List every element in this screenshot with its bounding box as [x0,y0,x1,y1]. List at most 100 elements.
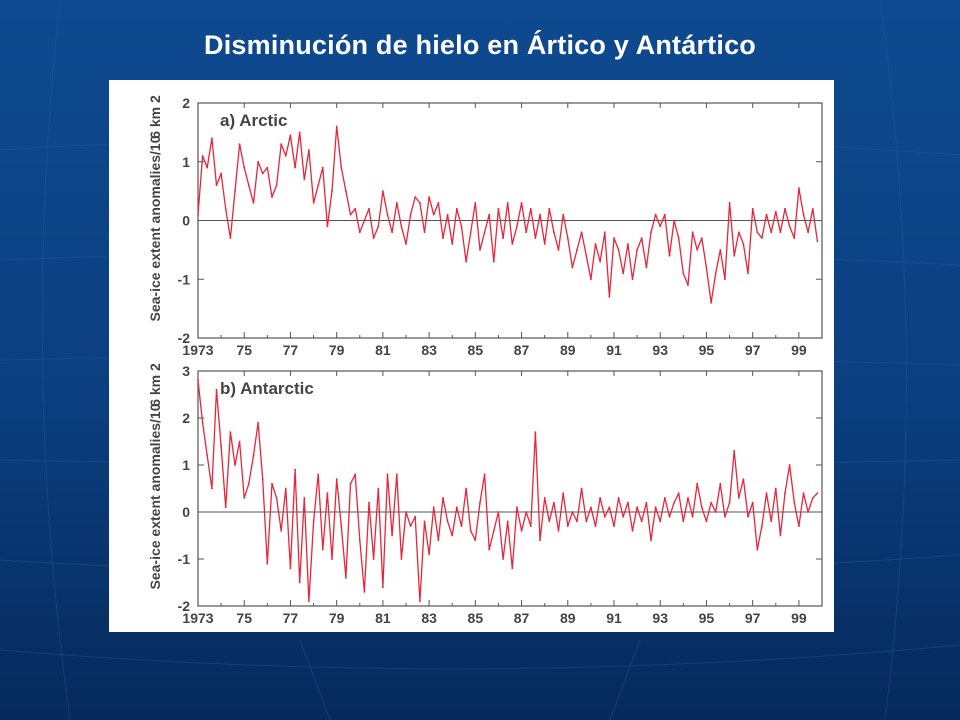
chart-1-data-point [529,207,532,210]
chart-1-data-point [682,272,685,275]
chart-1-data-point [516,225,518,228]
chart-1-data-point [571,266,574,269]
chart-1-data-point [765,213,768,216]
chart-2-data-point [331,558,333,560]
chart-1-data-point [770,231,773,234]
chart-1-data-point [737,231,740,234]
chart-2-data-point [247,482,250,485]
chart-2-data-point [650,539,652,542]
chart-2-y-tick-label: -1 [178,551,191,567]
chart-2-data-point [349,482,352,485]
chart-2-data-point [252,454,255,457]
chart-1-data-point [289,134,292,137]
chart-1-data-point [368,207,370,210]
chart-2-data-point [358,539,361,542]
chart-2-data-point [548,520,551,523]
chart-1-x-tick-label: 97 [745,342,761,358]
chart-2-data-point [271,482,273,485]
chart-1-data-point [793,237,796,240]
chart-2-data-point [807,511,809,513]
chart-2-data-point [479,501,481,504]
chart-1-data-point [465,260,467,263]
chart-1-x-tick-label: 91 [606,342,622,358]
chart-2-data-point [663,497,666,499]
chart-1-data-point [271,196,273,198]
chart-2-data-point [811,497,814,499]
chart-2-x-tick-label: 79 [329,610,345,626]
chart-2-data-point [423,520,426,523]
chart-1-data-point [553,231,555,234]
chart-2-data-point [428,553,430,556]
chart-1-data-point [437,202,440,204]
chart-1-data-point [673,219,675,222]
chart-2-data-point [673,501,675,504]
chart-1-data-point [206,166,209,169]
chart-1-data-point [580,231,583,234]
chart-2-data-point [756,548,759,551]
chart-2-data-point [432,506,435,509]
chart-2-data-point [816,492,819,495]
chart-1-data-point [197,213,199,216]
chart-1-data-point [622,272,625,275]
chart-1-data-point [627,243,629,245]
chart-1-data-point [220,172,222,175]
chart-1-y-axis-unit: 6 km 2 [147,95,163,139]
chart-2-y-axis-label: Sea-ice extent anomalies/10 [147,403,163,589]
chart-2-data-point [372,558,375,560]
chart-1-data-point [400,225,403,228]
chart-2-data-point [710,501,712,504]
chart-2-data-point [345,576,347,579]
chart-1-data-point [710,301,712,304]
chart-1-data-point [409,213,412,216]
chart-2-data-point [382,586,384,589]
chart-2-data-point [377,487,380,490]
chart-2-y-axis-unit: 6 km 2 [147,363,163,407]
chart-2-data-point [645,501,648,504]
chart-1-y-tick-label: -1 [178,271,191,287]
chart-1-data-point [224,207,227,210]
chart-2-data-point [340,525,343,527]
chart-2-data-point [266,562,269,565]
chart-1-data-point [599,260,601,263]
chart-1-data-point [405,243,407,245]
chart-2-data-point [779,534,782,537]
chart-2-data-point [677,492,680,495]
chart-2-data-point [391,534,393,537]
chart-2-x-tick-label: 85 [468,610,484,626]
chart-2-data-point [728,501,731,504]
chart-1-data-point [594,243,597,245]
chart-2-data-point [201,421,204,424]
chart-2-data-point [206,454,209,457]
chart-2-data-point [488,548,491,551]
chart-1-data-point [446,213,449,216]
chart-2-data-point [303,497,306,499]
chart-2-data-point [280,529,283,532]
chart-1-data-point [816,240,819,243]
chart-2-data-point [705,520,708,523]
chart-1-x-tick-label: 77 [283,342,299,358]
chart-2-data-point [511,567,514,570]
chart-1-data-point [321,166,324,169]
chart-2-data-point [700,506,703,509]
chart-2-data-point [543,497,546,499]
chart-2-data-point [497,511,500,513]
chart-1-data-point [345,190,347,192]
chart-1-data-point [520,202,523,204]
chart-2-data-point [562,492,565,495]
chart-2-data-point [363,591,366,593]
chart-2-x-tick-label: 87 [514,610,530,626]
chart-1-data-point [576,249,578,251]
chart-1-x-tick-label: 75 [236,342,252,358]
chart-2-data-point [724,515,726,518]
chart-2-data-point [312,520,315,523]
chart-1-data-point [326,225,329,228]
chart-1-data-point [636,249,638,251]
chart-1-data-point [687,284,689,286]
chart-1-data-point [294,166,296,169]
chart-1-data-point [275,184,278,187]
chart-1-data-point [391,231,393,234]
chart-2-x-tick-label: 91 [606,610,622,626]
chart-1-data-point [705,266,708,269]
chart-1-data-point [631,278,634,281]
